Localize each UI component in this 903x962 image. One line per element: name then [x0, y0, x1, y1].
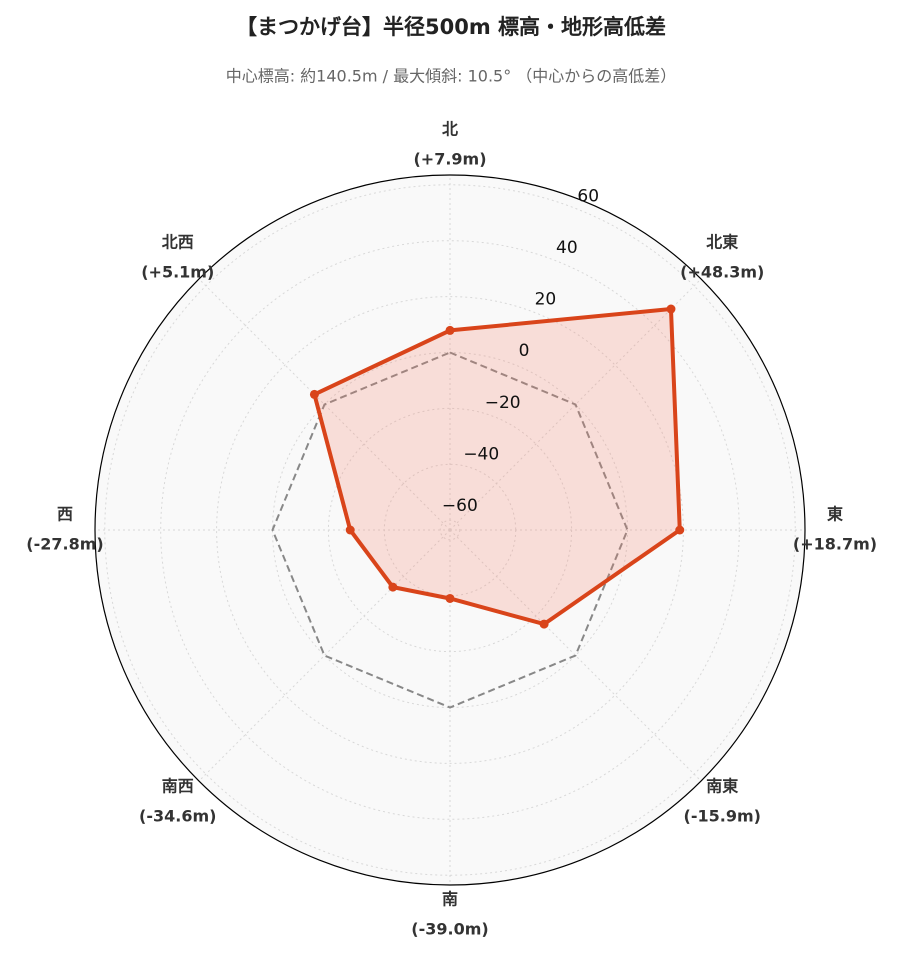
- grid-circle: [160, 240, 740, 820]
- value-label: (-15.9m): [684, 807, 761, 826]
- point: [539, 619, 549, 629]
- chart-subtitle: 中心標高: 約140.5m / 最大傾斜: 10.5° （中心からの高低差）: [226, 67, 677, 86]
- point: [388, 582, 398, 592]
- r-tick-label: −60: [442, 496, 478, 516]
- category-label: 南東: [706, 777, 738, 796]
- area: [314, 309, 680, 625]
- spoke: [449, 278, 702, 531]
- value-label: (+48.3m): [680, 262, 764, 281]
- value-label: (+7.9m): [413, 150, 486, 169]
- category-label: 北: [442, 120, 458, 139]
- value-label: (-27.8m): [26, 535, 103, 554]
- r-tick-label: −20: [485, 393, 521, 413]
- point: [345, 525, 355, 535]
- spoke: [449, 529, 702, 782]
- category-label: 北東: [706, 232, 738, 251]
- point: [445, 325, 455, 335]
- grid-circle: [439, 519, 461, 541]
- r-tick-label: 20: [535, 290, 557, 310]
- category-label: 北西: [162, 232, 194, 251]
- value-label: (-39.0m): [411, 920, 488, 939]
- point: [445, 593, 455, 603]
- point: [666, 304, 676, 314]
- spoke: [198, 529, 451, 782]
- r-tick-label: 0: [519, 341, 530, 361]
- r-tick-label: 60: [577, 186, 599, 206]
- reference-line: [271, 351, 629, 709]
- plot-border: [94, 174, 806, 886]
- category-label: 東: [827, 505, 843, 524]
- r-tick-label: 40: [556, 238, 578, 258]
- point: [675, 525, 685, 535]
- category-label: 南: [442, 890, 458, 909]
- category-label: 西: [57, 505, 73, 524]
- spoke: [198, 278, 451, 531]
- category-label: 南西: [162, 777, 194, 796]
- point: [309, 389, 319, 399]
- r-tick-label: −40: [463, 445, 499, 465]
- value-label: (+18.7m): [793, 535, 877, 554]
- chart-title: 【まつかげ台】半径500m 標高・地形高低差: [236, 15, 666, 39]
- value-label: (+5.1m): [141, 262, 214, 281]
- value-label: (-34.6m): [139, 807, 216, 826]
